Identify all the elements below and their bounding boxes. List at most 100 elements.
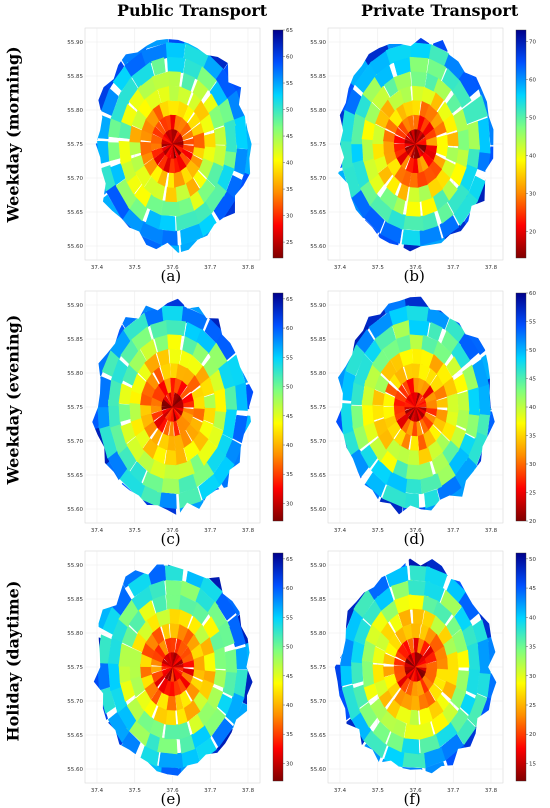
district-cell <box>456 649 470 668</box>
colorbar-tick-label: 35 <box>286 472 293 478</box>
district-cell <box>161 406 173 415</box>
panel-caption: (a) <box>160 267 182 285</box>
panel-caption: (f) <box>403 790 421 808</box>
x-tick-label: 37.4 <box>334 528 347 534</box>
district-cell <box>374 587 394 612</box>
colorbar-tick-label: 40 <box>529 153 536 159</box>
colorbar-tick-label: 50 <box>529 348 536 354</box>
colorbar-tick-label: 60 <box>286 55 293 61</box>
x-tick-label: 37.5 <box>129 528 142 534</box>
colorbar-tick-label: 60 <box>286 586 293 592</box>
y-tick-label: 55.85 <box>67 337 83 343</box>
colorbar-tick-label: 45 <box>529 586 536 592</box>
district-cell <box>372 721 391 745</box>
district-cell <box>166 56 186 73</box>
district-cell <box>224 649 238 673</box>
district-cell <box>213 388 227 413</box>
colorbar-tick-label: 35 <box>529 434 536 440</box>
district-cell <box>419 706 433 726</box>
district-cell <box>169 348 182 365</box>
accessibility-map: 37.4 37.5 37.6 37.7 37.8 55.90 55.85 55.80 55.75… <box>67 550 293 794</box>
colorbar-tick-label: 60 <box>286 326 293 332</box>
district-cell <box>408 319 430 337</box>
district-cell <box>161 230 178 246</box>
panel-caption: (e) <box>160 790 182 808</box>
district-cell <box>161 406 173 411</box>
colorbar-tick-label: 65 <box>286 297 293 303</box>
district-cell <box>118 664 131 684</box>
district-cell <box>462 623 479 650</box>
district-cell <box>398 609 412 628</box>
district-cell <box>340 662 353 687</box>
colorbar <box>272 292 284 522</box>
district-cell <box>386 175 401 196</box>
district-cell <box>192 342 209 365</box>
district-cell <box>407 406 416 421</box>
colorbar-tick-label: 35 <box>286 187 293 193</box>
colorbar-tick-label: 55 <box>286 355 293 361</box>
y-tick-label: 55.60 <box>310 244 326 250</box>
y-tick-label: 55.90 <box>67 40 83 46</box>
district-cell <box>145 209 162 230</box>
district-cell <box>410 623 422 639</box>
colorbar-tick-label: 25 <box>286 240 293 246</box>
colorbar <box>515 292 527 522</box>
y-tick-label: 55.85 <box>67 74 83 80</box>
district-cell <box>180 223 204 246</box>
map-panel-e: 37.4 37.5 37.6 37.7 37.8 55.90 55.85 55.80 55.75… <box>55 543 293 808</box>
y-tick-label: 55.80 <box>67 108 83 114</box>
x-tick-label: 37.8 <box>485 265 498 271</box>
y-tick-label: 55.70 <box>310 176 326 182</box>
district-cell <box>411 100 421 116</box>
panel-caption: (b) <box>403 267 425 285</box>
x-tick-label: 37.4 <box>334 265 347 271</box>
district-cell <box>424 489 441 509</box>
city-boundary <box>337 36 495 253</box>
accessibility-map: 37.4 37.5 37.6 37.7 37.8 55.90 55.85 55.80 55.75… <box>310 27 536 271</box>
x-tick-label: 37.6 <box>166 265 179 271</box>
accessibility-map: 37.4 37.5 37.6 37.7 37.8 55.90 55.85 55.80 55.75… <box>310 550 536 794</box>
district-cell <box>110 163 126 186</box>
x-tick-label: 37.5 <box>372 265 385 271</box>
colorbar-tick-label: 30 <box>286 761 293 767</box>
district-cell <box>129 140 142 156</box>
colorbar-tick-label: 50 <box>529 115 536 121</box>
column-title-private: Private Transport <box>361 1 519 20</box>
colorbar-tick-label: 40 <box>529 405 536 411</box>
district-cell <box>234 382 248 411</box>
colorbar-tick-label: 20 <box>529 732 536 738</box>
district-cell <box>217 693 233 715</box>
district-cell <box>203 652 216 672</box>
district-cell <box>457 390 470 411</box>
district-cell <box>165 186 177 203</box>
district-cell <box>129 461 147 484</box>
x-tick-label: 37.5 <box>372 528 385 534</box>
district-cell <box>175 694 184 711</box>
colorbar-tick-label: 35 <box>286 732 293 738</box>
colorbar-tick-label: 65 <box>286 557 293 563</box>
x-tick-label: 37.5 <box>129 265 142 271</box>
district-cell <box>172 659 184 668</box>
district-cell <box>160 20 187 29</box>
district-cell <box>161 143 173 152</box>
x-tick-label: 37.7 <box>447 528 460 534</box>
district-cell <box>462 101 478 125</box>
district-cell <box>235 646 248 670</box>
district-cell <box>410 71 428 88</box>
district-cell <box>385 565 409 588</box>
x-tick-label: 37.5 <box>372 788 385 794</box>
colorbar-tick-label: 55 <box>529 320 536 326</box>
y-tick-label: 55.70 <box>310 439 326 445</box>
y-tick-label: 55.90 <box>310 303 326 309</box>
colorbar-tick-label: 25 <box>529 703 536 709</box>
district-cell <box>151 57 166 76</box>
district-cell <box>350 139 364 164</box>
district-cell <box>415 143 426 153</box>
y-tick-label: 55.60 <box>67 767 83 773</box>
y-tick-label: 55.75 <box>67 405 83 411</box>
colorbar-tick-label: 50 <box>286 108 293 114</box>
district-cell <box>404 143 416 152</box>
colorbar <box>515 552 527 782</box>
panel-caption: (d) <box>403 530 425 548</box>
district-cell <box>224 385 238 410</box>
